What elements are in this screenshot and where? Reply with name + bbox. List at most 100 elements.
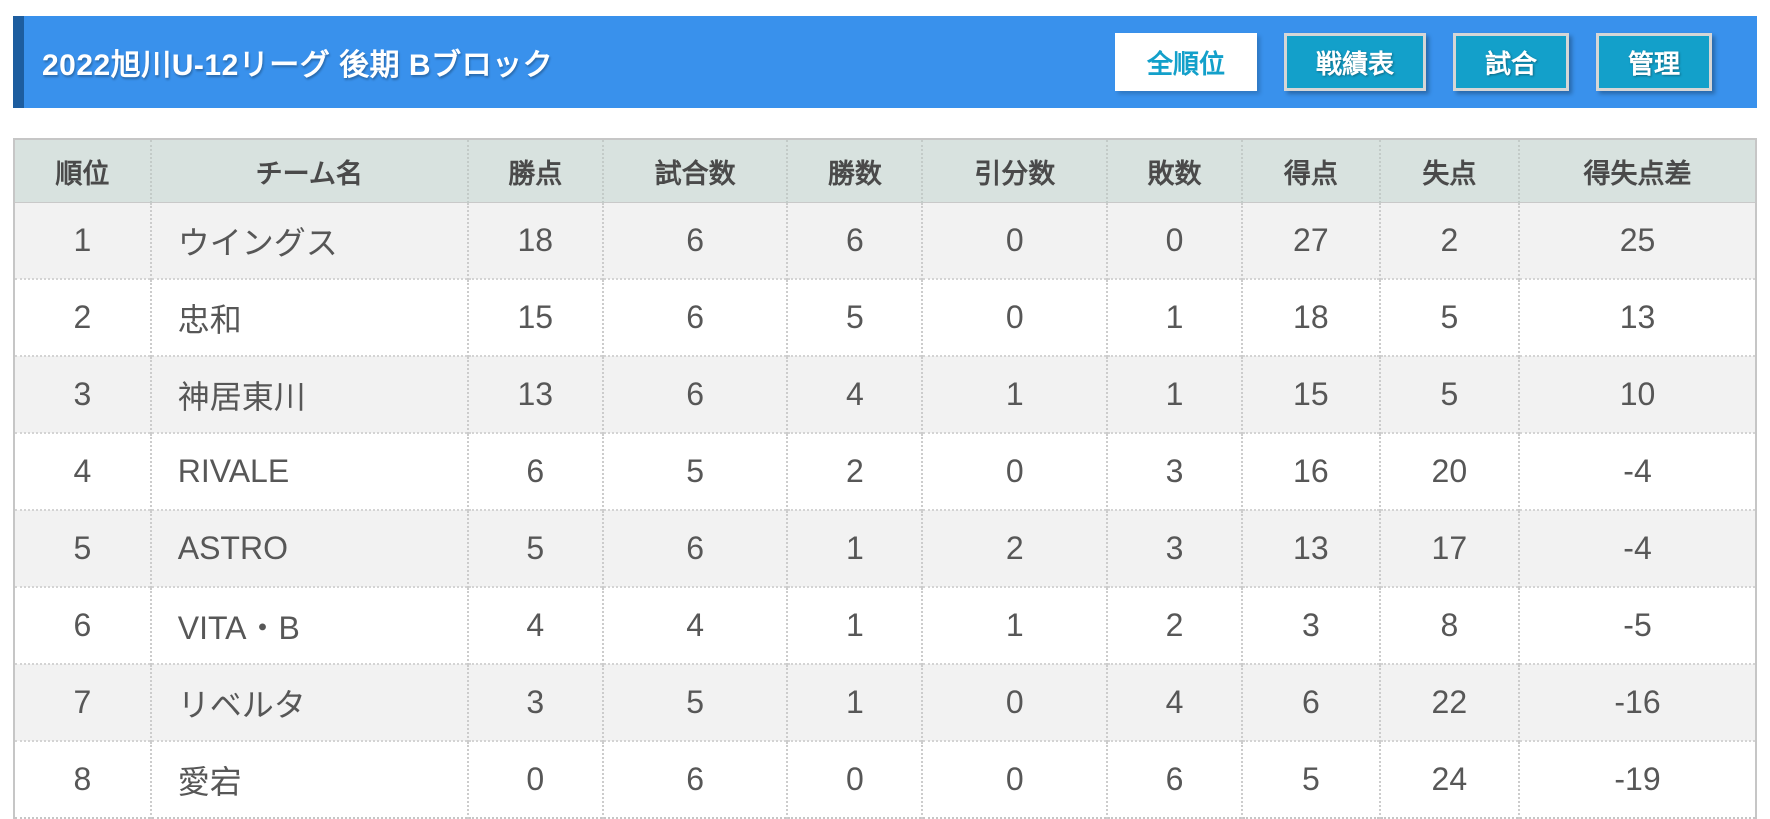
table-header-row: 順位 チーム名 勝点 試合数 勝数 引分数 敗数 得点 失点 得失点差 xyxy=(14,139,1756,203)
stat-cell: 0 xyxy=(1106,202,1243,279)
stat-cell: 4 xyxy=(14,432,151,510)
stat-cell: 0 xyxy=(921,202,1108,279)
stat-cell: 5 xyxy=(1378,355,1520,433)
stat-cell: 13 xyxy=(1241,509,1380,587)
stat-cell: 2 xyxy=(921,509,1108,587)
stat-cell: 8 xyxy=(1378,586,1520,664)
stat-cell: -4 xyxy=(1518,432,1756,510)
stat-cell: 20 xyxy=(1378,432,1520,510)
stat-cell: 6 xyxy=(786,202,923,279)
column-header: 順位 xyxy=(14,139,151,203)
stat-cell: 16 xyxy=(1241,432,1380,510)
stat-cell: 2 xyxy=(1106,586,1243,664)
team-name-cell: VITA・B xyxy=(149,586,468,664)
stat-cell: 27 xyxy=(1241,202,1380,279)
stat-cell: 25 xyxy=(1518,202,1756,279)
stat-cell: 18 xyxy=(466,202,603,279)
stat-cell: 22 xyxy=(1378,663,1520,741)
stat-cell: 6 xyxy=(601,278,788,356)
stat-cell: 5 xyxy=(786,278,923,356)
stat-cell: 5 xyxy=(1378,278,1520,356)
standings-table: 順位 チーム名 勝点 試合数 勝数 引分数 敗数 得点 失点 得失点差 1 ウイングス 18 6 6 0 0 2… xyxy=(13,138,1757,819)
stat-cell: 13 xyxy=(466,355,603,433)
column-header: 引分数 xyxy=(921,139,1108,203)
stat-cell: 5 xyxy=(14,509,151,587)
stat-cell: -5 xyxy=(1518,586,1756,664)
stat-cell: -16 xyxy=(1518,663,1756,741)
stat-cell: 2 xyxy=(1378,202,1520,279)
page-title: 2022旭川U-12リーグ 後期 Bブロック xyxy=(42,49,554,82)
stat-cell: 3 xyxy=(1106,432,1243,510)
stat-cell: 0 xyxy=(921,663,1108,741)
team-name-cell: 忠和 xyxy=(149,278,468,356)
team-name-cell: ウイングス xyxy=(149,202,468,279)
header-nav: 全順位 戦績表 試合 管理 xyxy=(1114,33,1712,91)
column-header: 得点 xyxy=(1241,139,1380,203)
stat-cell: 15 xyxy=(1241,355,1380,433)
stat-cell: -19 xyxy=(1518,740,1756,818)
stat-cell: 3 xyxy=(1241,586,1380,664)
stat-cell: 17 xyxy=(1378,509,1520,587)
team-name-cell: 愛宕 xyxy=(149,740,468,818)
stat-cell: 1 xyxy=(1106,355,1243,433)
column-header: 勝点 xyxy=(466,139,603,203)
team-name-cell: リベルタ xyxy=(149,663,468,741)
stat-cell: 1 xyxy=(73,222,92,258)
stat-cell: 24 xyxy=(1378,740,1520,818)
stat-cell: 13 xyxy=(1518,278,1756,356)
stat-cell: 8 xyxy=(14,740,151,818)
stat-cell: 3 xyxy=(14,355,151,433)
table-row: 3 神居東川 13 6 4 1 1 15 5 10 xyxy=(14,355,1756,433)
table-row: 7 リベルタ 3 5 1 0 4 6 22 -16 xyxy=(14,663,1756,741)
column-header: 得失点差 xyxy=(1518,139,1756,203)
stat-cell: 1 xyxy=(1106,278,1243,356)
stat-cell: 1 xyxy=(786,509,923,587)
stat-cell: 15 xyxy=(466,278,603,356)
stat-cell: 6 xyxy=(14,586,151,664)
column-header: 勝数 xyxy=(786,139,923,203)
team-name-cell: RIVALE xyxy=(149,432,468,510)
column-header: 敗数 xyxy=(1106,139,1243,203)
stat-cell: 5 xyxy=(601,663,788,741)
stat-cell: 2 xyxy=(786,432,923,510)
stat-cell: 4 xyxy=(1106,663,1243,741)
column-header: 試合数 xyxy=(601,139,788,203)
table-row: 6 VITA・B 4 4 1 1 2 3 8 -5 xyxy=(14,586,1756,664)
table-row: 2 忠和 15 6 5 0 1 18 5 13 xyxy=(14,278,1756,356)
stat-cell: -4 xyxy=(1518,509,1756,587)
nav-button-matches[interactable]: 試合 xyxy=(1452,33,1569,91)
table-row: 8 愛宕 0 6 0 0 6 5 24 -19 xyxy=(14,740,1756,818)
stat-cell: 0 xyxy=(786,740,923,818)
stat-cell: 7 xyxy=(14,663,151,741)
stat-cell: 1 xyxy=(921,586,1108,664)
stat-cell: 6 xyxy=(1241,663,1380,741)
table-row: 1 ウイングス 18 6 6 0 0 27 2 25 xyxy=(14,202,1756,279)
stat-cell: 6 xyxy=(466,432,603,510)
table-row: 5 ASTRO 5 6 1 2 3 13 17 -4 xyxy=(14,509,1756,587)
nav-button-all-rankings[interactable]: 全順位 xyxy=(1114,33,1257,91)
stat-cell: 6 xyxy=(601,355,788,433)
nav-button-admin[interactable]: 管理 xyxy=(1595,33,1712,91)
stat-cell: 3 xyxy=(466,663,603,741)
team-name-cell: ASTRO xyxy=(149,509,468,587)
stat-cell: 6 xyxy=(601,509,788,587)
stat-cell: 1 xyxy=(786,586,923,664)
stat-cell: 5 xyxy=(466,509,603,587)
stat-cell: 3 xyxy=(1106,509,1243,587)
nav-button-results-table[interactable]: 戦績表 xyxy=(1283,33,1426,91)
stat-cell: 4 xyxy=(786,355,923,433)
stat-cell: 4 xyxy=(601,586,788,664)
stat-cell: 5 xyxy=(1241,740,1380,818)
stat-cell: 10 xyxy=(1518,355,1756,433)
stat-cell: 6 xyxy=(1106,740,1243,818)
stat-cell: 5 xyxy=(601,432,788,510)
team-name-cell: 神居東川 xyxy=(149,355,468,433)
stat-cell: 6 xyxy=(601,202,788,279)
stat-cell: 1 xyxy=(921,355,1108,433)
table-row: 4 RIVALE 6 5 2 0 3 16 20 -4 xyxy=(14,432,1756,510)
standings-body: 1 ウイングス 18 6 6 0 0 27 2 25 2 忠和 15 6 5 0 1 18 5 13 3 神居東川 13 6 4… xyxy=(14,202,1756,818)
league-header: 2022旭川U-12リーグ 後期 Bブロック 全順位 戦績表 試合 管理 xyxy=(13,16,1757,108)
stat-cell: 0 xyxy=(921,432,1108,510)
stat-cell: 18 xyxy=(1241,278,1380,356)
